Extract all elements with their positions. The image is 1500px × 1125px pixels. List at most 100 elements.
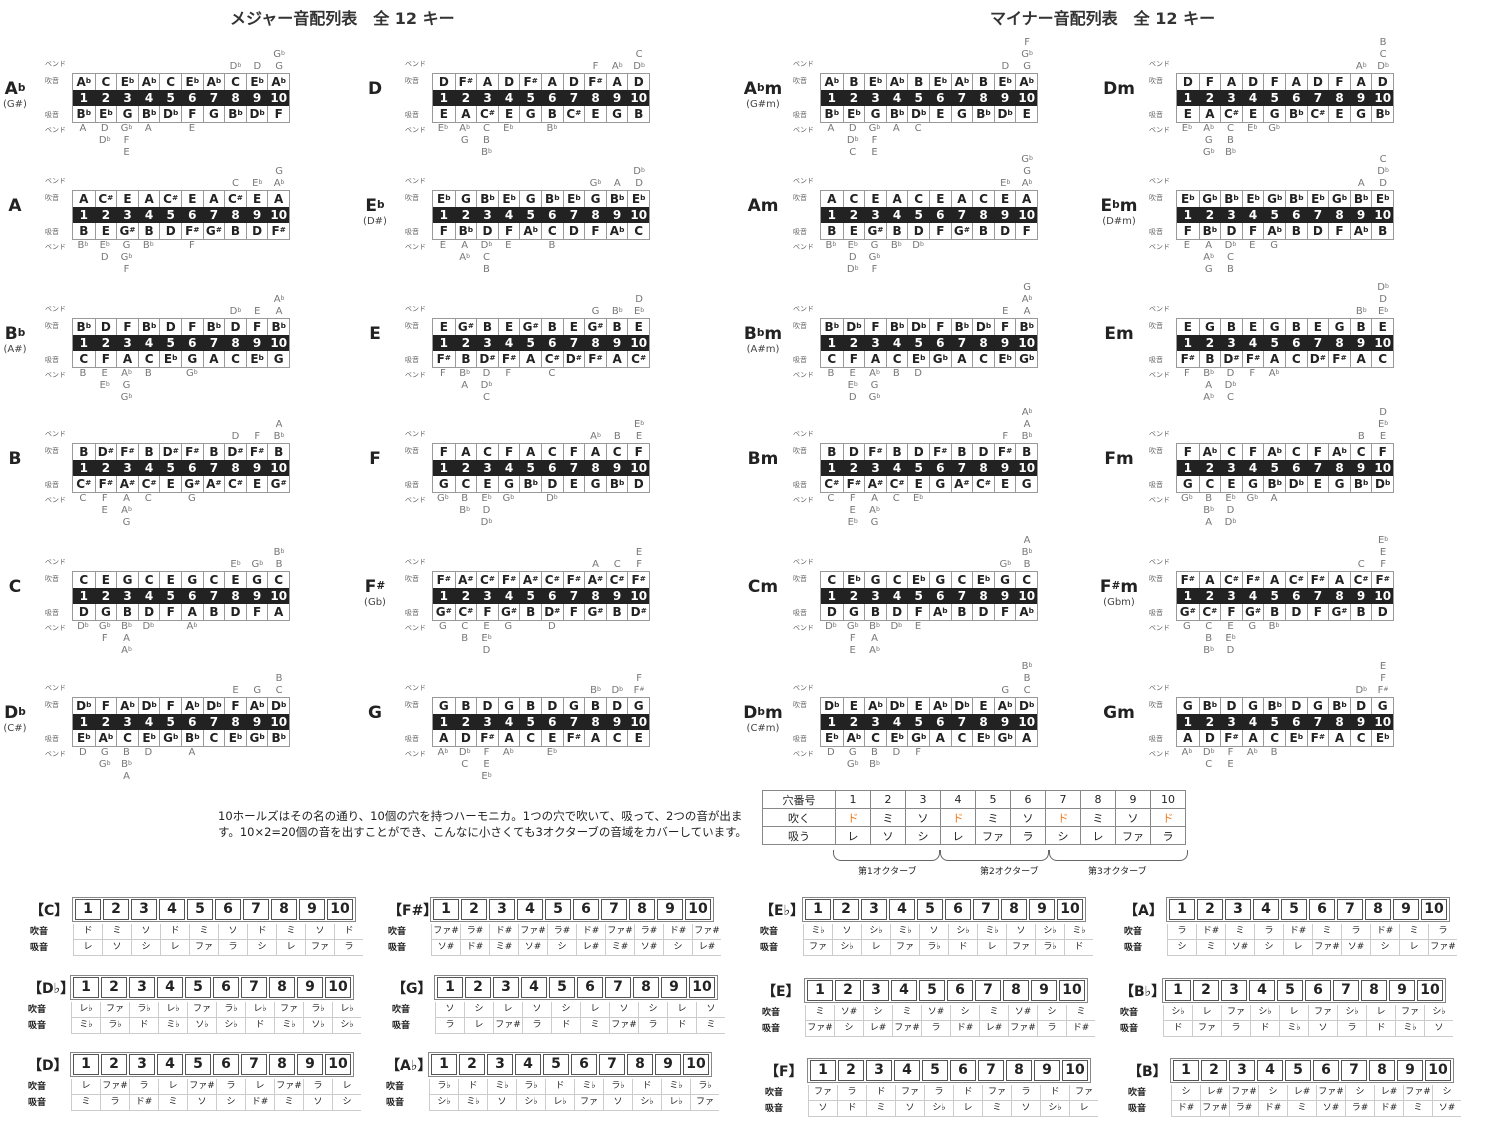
hole-number: 8 [584,207,606,223]
hole-number: 2 [1198,335,1221,351]
bend-note: A [613,178,621,189]
solfege-note: ミ [805,1005,834,1021]
bend-note: A [461,240,469,251]
blow-note: G [562,698,585,714]
hole-table: Ab B Eb Ab B Eb Ab B Eb Ab 1 2 3 4 5 6 7 8 9 10 Bb Eb G Bb Db E G B… [820,73,1038,123]
bend-note: E [1379,547,1387,558]
bend-note: F [1380,673,1386,684]
blow-note: B [605,319,628,335]
blow-note: D [842,444,865,460]
hole-number-box: 4 [515,1054,541,1075]
solfege-note: ド# [950,1021,979,1037]
bend-note: Db [77,621,89,632]
bend-column [885,535,907,571]
blow-bends: E G Ab A [820,282,1038,318]
blow-note: E [562,319,585,335]
bend-column [519,123,541,159]
blow-note: C# [1349,572,1372,588]
bend-column [1176,407,1198,443]
bend-note: E [505,240,512,251]
draw-note: Bb [224,106,246,122]
bend-note: Eb [1247,123,1258,134]
solfege-note: ファ# [187,1079,216,1095]
hole-number: 4 [885,588,908,604]
hole-number: 4 [885,335,908,351]
bend-column [454,673,476,697]
blow-note: E [94,572,117,588]
bend-column [1220,154,1242,190]
bend-column [72,166,94,190]
hole-number: 8 [224,335,246,351]
hole-number-box: 7 [1337,899,1363,920]
bend-column [1241,661,1263,697]
blow-note: D [1182,75,1193,89]
bend-column: Db [1350,661,1372,697]
hole-number: 10 [627,588,649,604]
draw-note: Db [245,106,268,122]
bend-note: Gb [846,759,859,770]
blow-note: G [1306,698,1329,714]
blow-note: F# [1371,572,1393,588]
row-label-blow: 吹音 [762,1008,781,1018]
key-label: Dbm (C#m) [736,703,790,734]
bend-note: F [101,493,108,504]
row-label-bend: ベンド [793,371,814,379]
draw-note: F [993,604,1016,620]
draw-note: Eb [159,351,181,367]
bend-column: C [885,493,907,529]
solfege-note: ソ [895,1101,924,1117]
blow-note: B [476,319,498,335]
bend-note: Db [1202,747,1215,758]
solfege-note: レ [1283,940,1312,956]
key-label: Am [736,196,790,216]
hole-number-box: 4 [159,899,185,920]
hole-number: 4 [137,714,160,730]
draw-note: F# [842,476,865,492]
solfege-note: ファ# [431,924,460,940]
blow-note: E [159,572,181,588]
hole-number: 3 [116,90,138,106]
bend-column: Eb [907,493,929,529]
key-name: Db [4,703,26,723]
hole-number: 6 [541,460,563,476]
solfege-note: ソ [303,1095,332,1111]
hole-number: 1 [73,90,95,106]
bend-note: C [1205,621,1213,632]
bend-column [159,368,181,404]
bend-column [1241,535,1263,571]
bend-column [519,493,541,529]
draw-note: F [181,106,203,122]
bend-column [563,747,585,783]
solfege-note: ラ [638,1018,667,1034]
solfege-note: レ# [1374,1085,1403,1101]
draw-note: D [826,605,837,619]
hole-number: 8 [224,588,246,604]
bend-note: Gb [1181,493,1193,504]
hole-number-box: 5 [1281,899,1307,920]
hole-number-box: 4 [517,899,543,920]
hole-number: 3 [1220,90,1242,106]
hole-number: 5 [519,588,541,604]
draw-bends: D G Gb B Bb D F [820,747,1038,771]
draw-note: A# [116,476,138,492]
blow-note: Bb [541,191,563,207]
solfege-blow-note: ミ [870,808,906,827]
bend-column: B Bb [864,747,886,771]
draw-note: C [454,476,477,492]
draw-note: Ab [94,730,117,746]
solfege-table: 穴番号 1 2 3 4 5 6 7 8 9 10 吹くドミソドミソドミソド吸うレソシレファラシレファラ [762,790,1186,845]
hole-number: 1 [1177,714,1199,730]
draw-bends: C F E A Ab G C G [72,493,290,529]
blow-note: F [116,319,138,335]
draw-note: A [605,351,628,367]
blow-note: F# [245,444,268,460]
bend-column: Bb A Ab [864,621,886,657]
solfege-note: ファ# [692,924,721,940]
key-name: Gm [1103,703,1135,723]
draw-note: Bb [1198,223,1221,239]
bend-column [563,49,585,73]
bend-note: E [849,645,856,656]
bend-column [72,419,94,443]
bend-column: E [907,621,929,657]
bend-column: A [820,123,842,159]
